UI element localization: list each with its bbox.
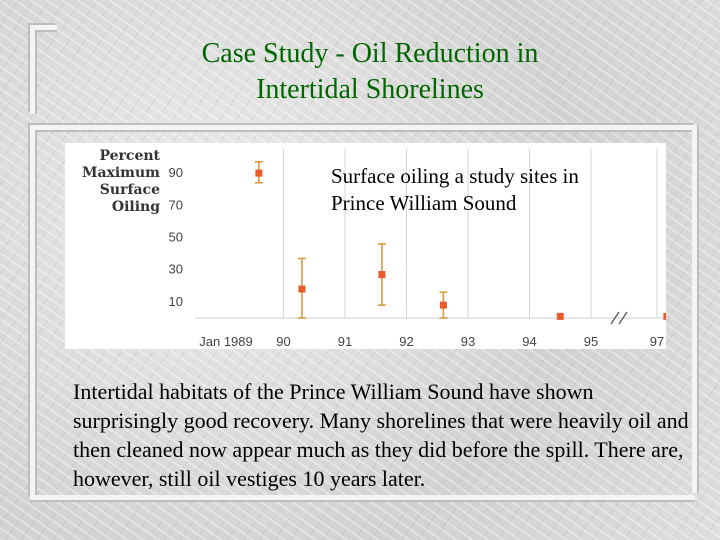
axis-break-mark bbox=[618, 311, 628, 325]
decorative-frame-top bbox=[30, 25, 57, 114]
y-axis-label-line-3: Surface bbox=[99, 182, 160, 198]
data-point bbox=[556, 312, 564, 320]
body-text: Intertidal habitats of the Prince Willia… bbox=[73, 379, 689, 491]
axis-break-mark bbox=[610, 311, 620, 325]
data-point bbox=[298, 285, 306, 293]
chart-annotation: Surface oiling a study sites in Prince W… bbox=[331, 163, 651, 217]
slide-title-line-2: Intertidal Shorelines bbox=[256, 74, 484, 105]
oiling-chart: 10 30 50 70 90 Jan 1989 90 91 92 93 94 95 97 bbox=[169, 149, 666, 349]
decorative-frame-main bbox=[30, 125, 697, 500]
x-tick-label: 91 bbox=[338, 334, 352, 349]
data-point bbox=[255, 169, 263, 177]
y-axis-label-line-4: Oiling bbox=[111, 199, 160, 215]
y-tick-label: 90 bbox=[169, 165, 183, 180]
x-tick-label: 93 bbox=[461, 334, 475, 349]
y-tick-label: 30 bbox=[169, 262, 183, 277]
x-tick-label: 90 bbox=[276, 334, 290, 349]
x-tick-label: 94 bbox=[522, 334, 536, 349]
x-tick-label: 92 bbox=[399, 334, 413, 349]
data-point bbox=[378, 271, 386, 279]
x-tick-label: Jan 1989 bbox=[199, 334, 253, 349]
chart-annotation-line-2: Prince William Sound bbox=[331, 191, 517, 215]
chart-panel: 10 30 50 70 90 Jan 1989 90 91 92 93 94 95 97 Percent… bbox=[65, 143, 666, 349]
y-tick-label: 10 bbox=[169, 294, 183, 309]
data-point bbox=[439, 301, 447, 309]
y-tick-label: 50 bbox=[169, 230, 183, 245]
slide-title: Case Study - Oil Reduction in Intertidal… bbox=[100, 36, 640, 108]
x-tick-label: 97 bbox=[650, 334, 664, 349]
y-axis-label: Percent Maximum Surface Oiling bbox=[65, 148, 160, 216]
y-axis-label-line-2: Maximum bbox=[81, 165, 160, 181]
data-point bbox=[663, 312, 666, 320]
x-tick-label: 95 bbox=[584, 334, 598, 349]
y-axis-label-line-1: Percent bbox=[99, 148, 160, 164]
chart-annotation-line-1: Surface oiling a study sites in bbox=[331, 164, 579, 188]
slide-title-line-1: Case Study - Oil Reduction in bbox=[201, 38, 539, 69]
y-tick-label: 70 bbox=[169, 197, 183, 212]
